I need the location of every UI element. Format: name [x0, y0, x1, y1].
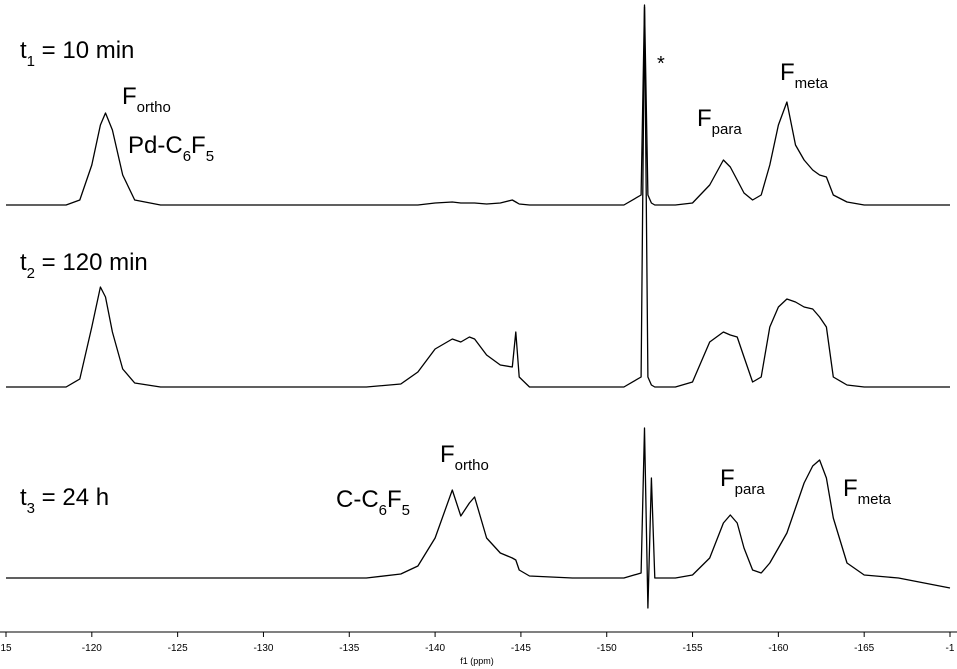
subscript: para	[712, 121, 743, 138]
text-part: F	[191, 132, 206, 159]
text-part: *	[657, 53, 665, 75]
annotation: Fpara	[720, 465, 765, 498]
subscript: 5	[402, 502, 410, 519]
text-part: F	[440, 441, 455, 468]
annotation: Fpara	[697, 105, 742, 138]
subscript: 6	[379, 502, 387, 519]
annotation: C-C6F5	[336, 486, 410, 519]
series-label: t3 = 24 h	[20, 484, 109, 517]
text-part: F	[843, 475, 858, 502]
text-part: Pd-C	[128, 132, 183, 159]
text-part: C-C	[336, 486, 379, 513]
subscript: 2	[27, 265, 35, 282]
subscript: ortho	[137, 99, 171, 116]
text-part: F	[780, 59, 795, 86]
annotation: Fmeta	[843, 475, 892, 508]
x-axis-label: f1 (ppm)	[460, 656, 494, 666]
series-label: t1 = 10 min	[20, 37, 134, 70]
subscript: para	[735, 481, 766, 498]
spectrum	[6, 427, 951, 609]
text-part: = 24 h	[35, 484, 109, 511]
x-tick-label: -130	[253, 643, 273, 654]
x-tick-label: -1	[946, 643, 955, 654]
spectrum	[6, 4, 950, 206]
x-tick-label: 15	[0, 643, 12, 654]
text-part: F	[697, 105, 712, 132]
text-part: F	[720, 465, 735, 492]
subscript: 6	[183, 148, 191, 165]
x-tick-label: -145	[511, 643, 531, 654]
subscript: meta	[795, 75, 829, 92]
subscript: ortho	[455, 457, 489, 474]
annotation: Pd-C6F5	[128, 132, 214, 165]
x-tick-label: -125	[168, 643, 188, 654]
x-tick-label: -150	[597, 643, 617, 654]
subscript: 1	[27, 53, 35, 70]
annotation: Fortho	[122, 83, 171, 116]
annotation: Fortho	[440, 441, 489, 474]
subscript: 5	[206, 148, 214, 165]
text-part: F	[122, 83, 137, 110]
text-part: = 120 min	[35, 249, 148, 276]
spectrum	[6, 6, 950, 388]
text-part: t	[20, 484, 27, 511]
x-tick-label: -120	[82, 643, 102, 654]
x-tick-label: -155	[683, 643, 703, 654]
series-label: t2 = 120 min	[20, 249, 148, 282]
text-part: t	[20, 249, 27, 276]
x-tick-label: -160	[768, 643, 788, 654]
subscript: 3	[27, 500, 35, 517]
text-part: = 10 min	[35, 37, 134, 64]
annotation: Fmeta	[780, 59, 829, 92]
x-tick-label: -165	[854, 643, 874, 654]
text-part: F	[387, 486, 402, 513]
subscript: meta	[858, 491, 892, 508]
x-tick-label: -140	[425, 643, 445, 654]
x-tick-label: -135	[339, 643, 359, 654]
text-part: t	[20, 37, 27, 64]
annotation: *	[657, 53, 665, 75]
